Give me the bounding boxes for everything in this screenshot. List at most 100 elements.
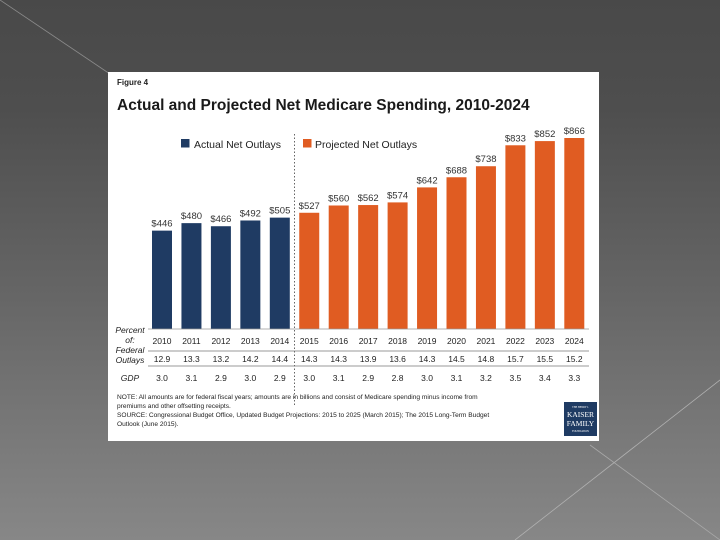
value-label-2015: $527	[299, 201, 320, 212]
table-cells-group: 12.9 3.0 13.3 3.1 13.2 2.9 14.2 3.0 14.4 2.9 14.3 3…	[154, 354, 583, 383]
x-tick-label-2014: 2014	[270, 336, 289, 346]
value-label-2020: $688	[446, 165, 467, 176]
bar-actual-2011	[181, 223, 202, 329]
figure-label: Figure 4	[117, 78, 149, 87]
bar-projected-2017	[358, 205, 379, 329]
table-header-label-line2: of:	[125, 335, 135, 345]
logo-text-line4: FOUNDATION	[572, 430, 589, 433]
value-label-2023: $852	[534, 129, 555, 140]
table-cell-federal-outlays-2013: 14.2	[242, 354, 259, 364]
note-line: Outlook (June 2015).	[117, 421, 179, 428]
x-tick-label-2016: 2016	[329, 336, 348, 346]
table-cell-federal-outlays-2019: 14.3	[419, 354, 436, 364]
decorative-diagonal-line	[514, 379, 720, 540]
table-cell-gdp-2021: 3.2	[480, 373, 492, 383]
table-cell-federal-outlays-2023: 15.5	[537, 354, 554, 364]
table-cell-federal-outlays-2012: 13.2	[213, 354, 230, 364]
table-cell-federal-outlays-2018: 13.6	[389, 354, 406, 364]
bar-projected-2024	[564, 138, 585, 329]
bar-projected-2023	[534, 141, 555, 329]
logo-text-line3: FAMILY	[567, 419, 595, 428]
x-tick-label-2015: 2015	[300, 336, 319, 346]
table-cell-federal-outlays-2010: 12.9	[154, 354, 171, 364]
table-cell-federal-outlays-2017: 13.9	[360, 354, 377, 364]
table-cell-gdp-2012: 2.9	[215, 373, 227, 383]
chart-title: Actual and Projected Net Medicare Spendi…	[117, 97, 530, 114]
table-row-label-outlays-line1: Federal	[116, 345, 146, 355]
bar-projected-2019	[417, 187, 438, 329]
bar-projected-2021	[475, 166, 496, 329]
table-cell-federal-outlays-2022: 15.7	[507, 354, 524, 364]
table-cell-federal-outlays-2016: 14.3	[330, 354, 347, 364]
bar-projected-2016	[328, 205, 349, 329]
value-label-2011: $480	[181, 211, 202, 222]
x-tick-label-2021: 2021	[476, 336, 495, 346]
x-tick-label-2012: 2012	[211, 336, 230, 346]
value-label-2013: $492	[240, 208, 261, 219]
value-label-2017: $562	[358, 193, 379, 204]
x-tick-label-2018: 2018	[388, 336, 407, 346]
x-tick-label-2020: 2020	[447, 336, 466, 346]
bars-group	[152, 138, 585, 329]
x-tick-label-2013: 2013	[241, 336, 260, 346]
table-cell-gdp-2023: 3.4	[539, 373, 551, 383]
legend-swatch-projected	[303, 139, 312, 148]
bar-actual-2010	[152, 230, 172, 329]
table-cell-gdp-2018: 2.8	[392, 373, 404, 383]
table-cell-gdp-2015: 3.0	[303, 373, 315, 383]
table-cell-federal-outlays-2014: 14.4	[272, 354, 289, 364]
table-cell-gdp-2017: 2.9	[362, 373, 374, 383]
decorative-diagonal-line	[589, 444, 720, 540]
table-row-label-outlays-line2: Outlays	[116, 355, 146, 365]
bar-actual-2014	[269, 217, 290, 329]
value-label-2014: $505	[269, 206, 290, 217]
bar-actual-2013	[240, 220, 261, 329]
value-labels-group: $446 $480 $466 $492 $505 $527 $560 $562 $574 $642…	[151, 126, 584, 230]
table-row-label-gdp: GDP	[121, 373, 140, 383]
value-label-2010: $446	[151, 219, 172, 230]
table-cell-gdp-2019: 3.0	[421, 373, 433, 383]
table-cell-gdp-2022: 3.5	[509, 373, 521, 383]
x-tick-label-2017: 2017	[359, 336, 378, 346]
logo-text-line2: KAISER	[567, 410, 594, 419]
table-cell-federal-outlays-2011: 13.3	[183, 354, 200, 364]
x-tick-label-2019: 2019	[418, 336, 437, 346]
bar-projected-2022	[505, 145, 526, 329]
bar-actual-2012	[210, 226, 231, 329]
table-cell-federal-outlays-2024: 15.2	[566, 354, 583, 364]
table-cell-federal-outlays-2020: 14.5	[448, 354, 465, 364]
figure-card: Figure 4 Actual and Projected Net Medica…	[108, 72, 599, 441]
decorative-diagonal-line	[0, 0, 111, 75]
table-cell-federal-outlays-2021: 14.8	[478, 354, 495, 364]
x-tick-labels-group: 2010 2011 2012 2013 2014 2015 2016 2017 2018 2019…	[153, 336, 584, 346]
bar-projected-2015	[299, 212, 320, 329]
value-label-2021: $738	[475, 154, 496, 165]
table-cell-gdp-2011: 3.1	[186, 373, 198, 383]
note-line: premiums and other offsetting receipts.	[117, 403, 231, 410]
bar-chart: Figure 4 Actual and Projected Net Medica…	[115, 78, 597, 436]
table-cell-gdp-2016: 3.1	[333, 373, 345, 383]
legend-label-projected: Projected Net Outlays	[315, 139, 417, 151]
legend-swatch-actual	[181, 139, 190, 148]
table-cell-gdp-2024: 3.3	[568, 373, 580, 383]
kaiser-family-foundation-logo: THE HENRY J. KAISER FAMILY FOUNDATION	[564, 402, 597, 436]
bar-projected-2020	[446, 177, 467, 329]
value-label-2012: $466	[210, 214, 231, 225]
x-tick-label-2010: 2010	[153, 336, 172, 346]
value-label-2024: $866	[564, 126, 585, 137]
value-label-2018: $574	[387, 190, 408, 201]
logo-text-line1: THE HENRY J.	[572, 406, 589, 409]
table-cell-gdp-2014: 2.9	[274, 373, 286, 383]
table-cell-gdp-2010: 3.0	[156, 373, 168, 383]
table-header-label-line1: Percent	[115, 325, 145, 335]
x-tick-label-2024: 2024	[565, 336, 584, 346]
note-line: SOURCE: Congressional Budget Office, Upd…	[117, 412, 489, 419]
value-label-2022: $833	[505, 133, 526, 144]
table-cell-gdp-2013: 3.0	[244, 373, 256, 383]
table-cell-gdp-2020: 3.1	[451, 373, 463, 383]
value-label-2019: $642	[416, 175, 437, 186]
bar-projected-2018	[387, 202, 408, 329]
x-tick-label-2011: 2011	[182, 336, 201, 346]
logo-background	[564, 402, 597, 436]
